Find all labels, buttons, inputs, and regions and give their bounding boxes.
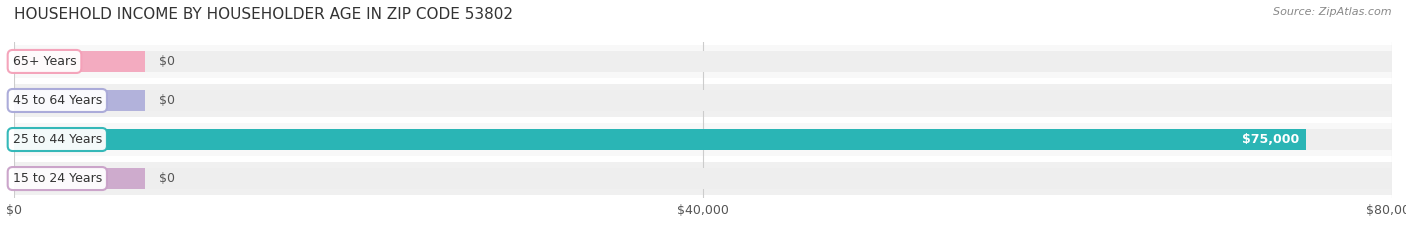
Bar [14, 51, 145, 72]
Text: $0: $0 [159, 172, 174, 185]
Text: $0: $0 [159, 94, 174, 107]
Bar [14, 168, 1392, 189]
Bar [14, 45, 1392, 78]
Bar [14, 168, 145, 189]
Text: 15 to 24 Years: 15 to 24 Years [13, 172, 101, 185]
Text: 45 to 64 Years: 45 to 64 Years [13, 94, 101, 107]
Text: 25 to 44 Years: 25 to 44 Years [13, 133, 101, 146]
Text: $0: $0 [159, 55, 174, 68]
Bar [14, 51, 1392, 72]
Text: $75,000: $75,000 [1241, 133, 1299, 146]
Text: HOUSEHOLD INCOME BY HOUSEHOLDER AGE IN ZIP CODE 53802: HOUSEHOLD INCOME BY HOUSEHOLDER AGE IN Z… [14, 7, 513, 22]
Text: Source: ZipAtlas.com: Source: ZipAtlas.com [1274, 7, 1392, 17]
Bar [1306, 129, 1392, 150]
Text: 65+ Years: 65+ Years [13, 55, 76, 68]
Bar [14, 90, 145, 111]
Bar [14, 84, 1392, 117]
Bar [14, 90, 1392, 111]
Bar [14, 123, 1392, 156]
Bar [14, 162, 1392, 195]
Bar [14, 129, 1306, 150]
